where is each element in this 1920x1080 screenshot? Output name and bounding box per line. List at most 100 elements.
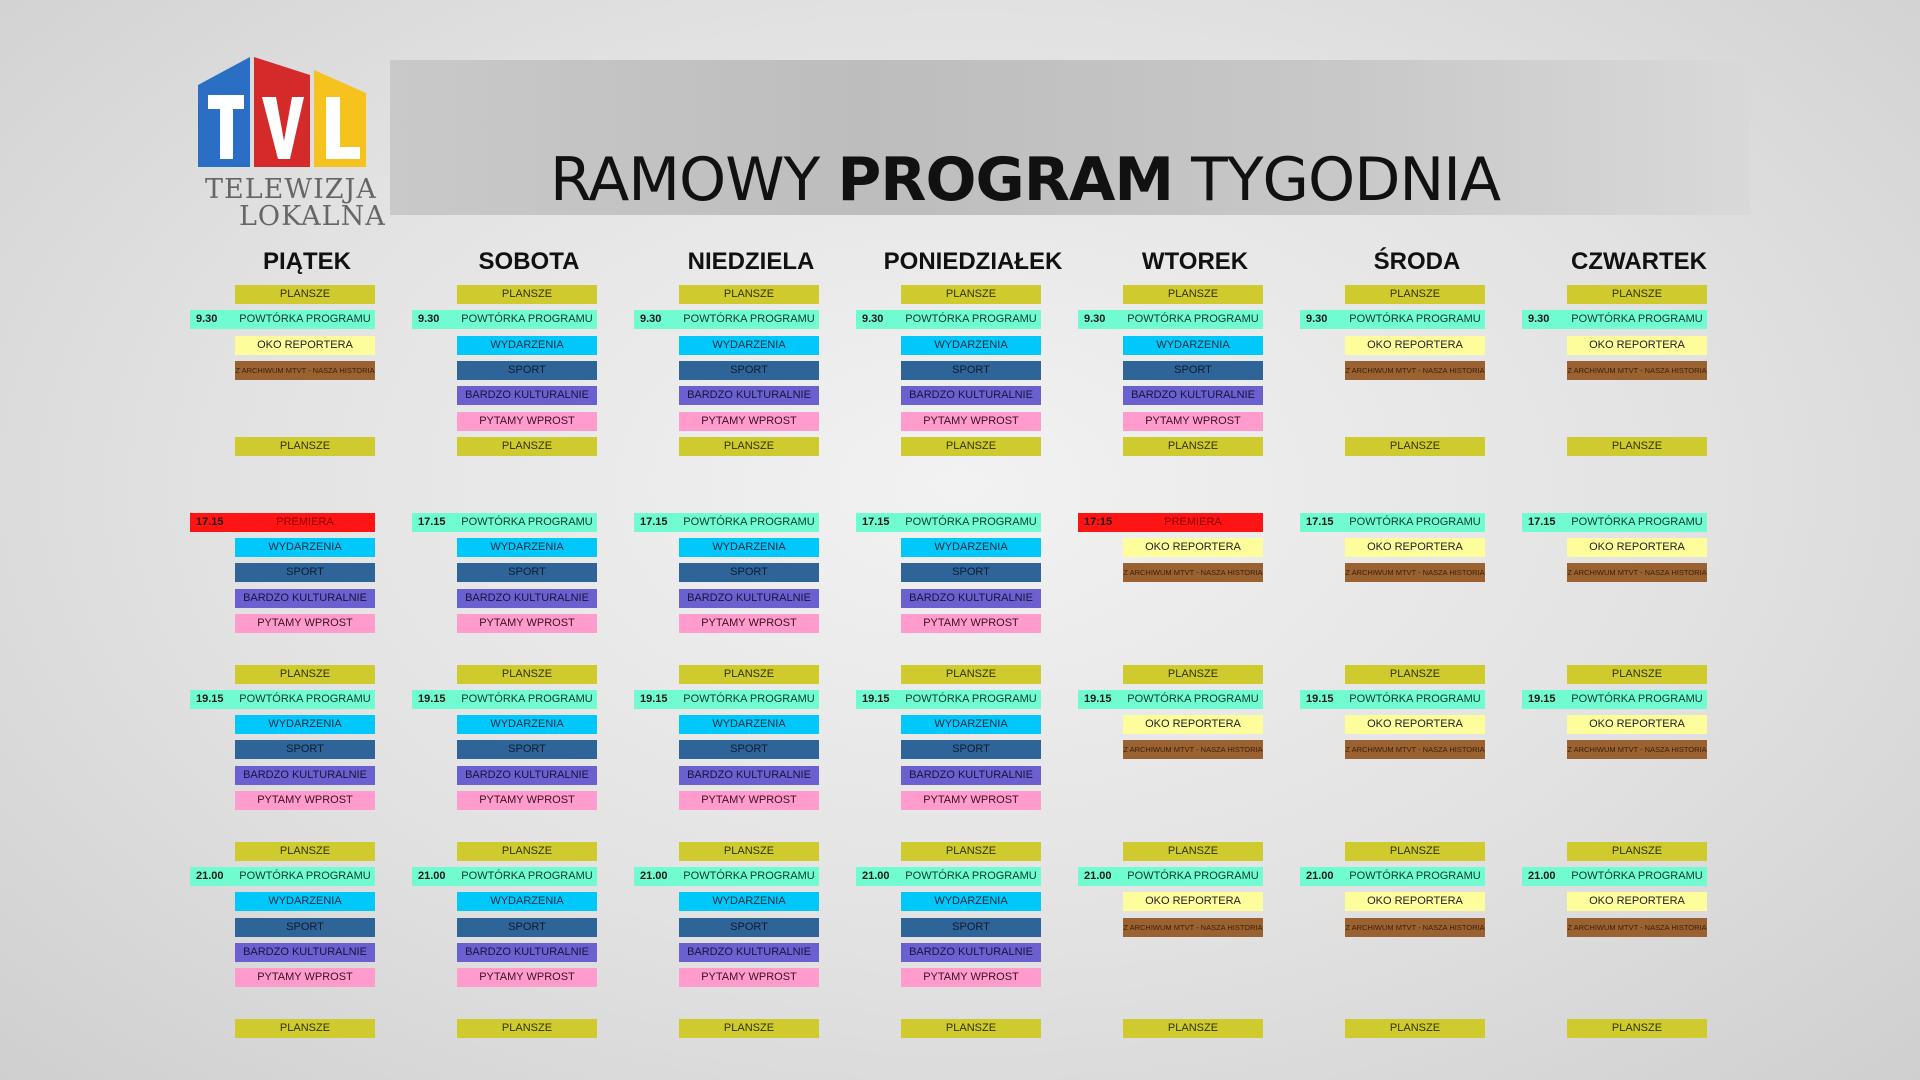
- slot-label: BARDZO KULTURALNIE: [909, 389, 1033, 401]
- program-slot-plansze: PLANSZE: [457, 665, 597, 684]
- program-slot-sport: SPORT: [901, 918, 1041, 937]
- slot-label: Z ARCHIWUM MTVT - NASZA HISTORIA: [1123, 568, 1263, 577]
- slot-label: POWTÓRKA PROGRAMU: [683, 693, 815, 705]
- slot-label: OKO REPORTERA: [1367, 541, 1463, 553]
- program-slot-plansze: PLANSZE: [1123, 665, 1263, 684]
- slot-label: POWTÓRKA PROGRAMU: [1127, 693, 1259, 705]
- slot-label: PYTAMY WPROST: [257, 617, 353, 629]
- slot-label: BARDZO KULTURALNIE: [909, 946, 1033, 958]
- program-slot-archiwum: Z ARCHIWUM MTVT - NASZA HISTORIA: [1567, 361, 1707, 380]
- slot-time: 9.30: [418, 313, 440, 325]
- slot-label: SPORT: [508, 743, 546, 755]
- slot-label: PLANSZE: [1611, 440, 1663, 452]
- program-slot-sport: SPORT: [457, 918, 597, 937]
- program-slot-archiwum: Z ARCHIWUM MTVT - NASZA HISTORIA: [1123, 563, 1263, 582]
- program-slot-wydarzenia: WYDARZENIA: [235, 538, 375, 557]
- slot-time: 17.15: [1528, 516, 1556, 528]
- slot-label: BARDZO KULTURALNIE: [1131, 389, 1255, 401]
- slot-label: WYDARZENIA: [934, 718, 1008, 730]
- slot-label: PLANSZE: [501, 845, 553, 857]
- program-slot-pytamy: PYTAMY WPROST: [457, 614, 597, 633]
- slot-label: WYDARZENIA: [490, 895, 564, 907]
- slot-time: 9.30: [196, 313, 218, 325]
- slot-label: SPORT: [952, 921, 990, 933]
- program-slot-plansze: PLANSZE: [235, 285, 375, 304]
- program-slot-archiwum: Z ARCHIWUM MTVT - NASZA HISTORIA: [1345, 361, 1485, 380]
- program-slot-plansze: PLANSZE: [1345, 665, 1485, 684]
- program-slot-plansze: PLANSZE: [679, 665, 819, 684]
- slot-label: POWTÓRKA PROGRAMU: [1349, 693, 1481, 705]
- day-header: PIĄTEK: [262, 248, 351, 275]
- slot-label: POWTÓRKA PROGRAMU: [1571, 870, 1703, 882]
- program-slot-archiwum: Z ARCHIWUM MTVT - NASZA HISTORIA: [1345, 918, 1485, 937]
- slot-label: POWTÓRKA PROGRAMU: [1349, 516, 1481, 528]
- slot-label: PREMIERA: [276, 516, 334, 528]
- program-slot-pytamy: PYTAMY WPROST: [235, 614, 375, 633]
- slot-label: PYTAMY WPROST: [923, 971, 1019, 983]
- slot-label: OKO REPORTERA: [1589, 541, 1685, 553]
- program-slot-powtorka: 21.00 POWTÓRKA PROGRAMU: [412, 867, 597, 886]
- program-slot-oko: OKO REPORTERA: [1123, 892, 1263, 911]
- slot-label: PLANSZE: [1167, 845, 1219, 857]
- program-slot-plansze: PLANSZE: [1345, 1019, 1485, 1038]
- program-slot-pytamy: PYTAMY WPROST: [679, 791, 819, 810]
- program-slot-kultura: BARDZO KULTURALNIE: [1123, 386, 1263, 405]
- program-slot-wydarzenia: WYDARZENIA: [457, 336, 597, 355]
- slot-label: Z ARCHIWUM MTVT - NASZA HISTORIA: [1567, 568, 1707, 577]
- program-slot-powtorka: 19.15 POWTÓRKA PROGRAMU: [856, 690, 1041, 709]
- program-slot-pytamy: PYTAMY WPROST: [235, 791, 375, 810]
- slot-label: PLANSZE: [1389, 288, 1441, 300]
- program-slot-powtorka: 21.00 POWTÓRKA PROGRAMU: [1522, 867, 1707, 886]
- program-slot-sport: SPORT: [679, 563, 819, 582]
- program-slot-pytamy: PYTAMY WPROST: [457, 968, 597, 987]
- program-slot-pytamy: PYTAMY WPROST: [1123, 412, 1263, 431]
- slot-label: POWTÓRKA PROGRAMU: [1349, 313, 1481, 325]
- program-slot-plansze: PLANSZE: [1567, 665, 1707, 684]
- slot-label: SPORT: [730, 364, 768, 376]
- program-slot-powtorka: 21.00 POWTÓRKA PROGRAMU: [634, 867, 819, 886]
- program-slot-powtorka: 19.15 POWTÓRKA PROGRAMU: [1300, 690, 1485, 709]
- slot-label: POWTÓRKA PROGRAMU: [461, 693, 593, 705]
- slot-label: POWTÓRKA PROGRAMU: [1571, 516, 1703, 528]
- slot-time: 21.00: [1084, 870, 1112, 882]
- slot-label: PYTAMY WPROST: [479, 415, 575, 427]
- program-slot-kultura: BARDZO KULTURALNIE: [679, 589, 819, 608]
- slot-label: SPORT: [286, 921, 324, 933]
- slot-label: SPORT: [730, 921, 768, 933]
- tvl-logo: [196, 55, 386, 235]
- slot-label: SPORT: [952, 566, 990, 578]
- program-slot-plansze: PLANSZE: [1567, 1019, 1707, 1038]
- slot-label: OKO REPORTERA: [1145, 895, 1241, 907]
- program-slot-sport: SPORT: [679, 918, 819, 937]
- slot-label: POWTÓRKA PROGRAMU: [239, 313, 371, 325]
- program-slot-kultura: BARDZO KULTURALNIE: [457, 766, 597, 785]
- title-word-bold: PROGRAM: [837, 145, 1174, 216]
- logo-text: TELEWIZJA LOKALNA: [205, 176, 386, 230]
- slot-label: WYDARZENIA: [934, 339, 1008, 351]
- title-band: [390, 60, 1750, 215]
- slot-label: POWTÓRKA PROGRAMU: [683, 313, 815, 325]
- slot-label: BARDZO KULTURALNIE: [687, 946, 811, 958]
- program-slot-plansze: PLANSZE: [901, 842, 1041, 861]
- slot-label: WYDARZENIA: [490, 718, 564, 730]
- slot-time: 21.00: [640, 870, 668, 882]
- slot-time: 21.00: [418, 870, 446, 882]
- program-slot-sport: SPORT: [1123, 361, 1263, 380]
- slot-label: WYDARZENIA: [934, 541, 1008, 553]
- slot-label: PLANSZE: [1611, 668, 1663, 680]
- slot-label: PLANSZE: [279, 288, 331, 300]
- program-slot-sport: SPORT: [679, 740, 819, 759]
- program-slot-powtorka: 9.30 POWTÓRKA PROGRAMU: [1300, 310, 1485, 329]
- slot-label: POWTÓRKA PROGRAMU: [1571, 693, 1703, 705]
- slot-label: WYDARZENIA: [712, 339, 786, 351]
- program-slot-plansze: PLANSZE: [1123, 285, 1263, 304]
- program-slot-kultura: BARDZO KULTURALNIE: [901, 766, 1041, 785]
- program-slot-wydarzenia: WYDARZENIA: [235, 715, 375, 734]
- program-slot-wydarzenia: WYDARZENIA: [901, 336, 1041, 355]
- program-slot-pytamy: PYTAMY WPROST: [679, 968, 819, 987]
- slot-label: BARDZO KULTURALNIE: [243, 592, 367, 604]
- slot-label: POWTÓRKA PROGRAMU: [905, 870, 1037, 882]
- program-slot-powtorka: 9.30 POWTÓRKA PROGRAMU: [634, 310, 819, 329]
- program-slot-plansze: PLANSZE: [679, 1019, 819, 1038]
- page-title: RAMOWY PROGRAM TYGODNIA: [390, 145, 1660, 215]
